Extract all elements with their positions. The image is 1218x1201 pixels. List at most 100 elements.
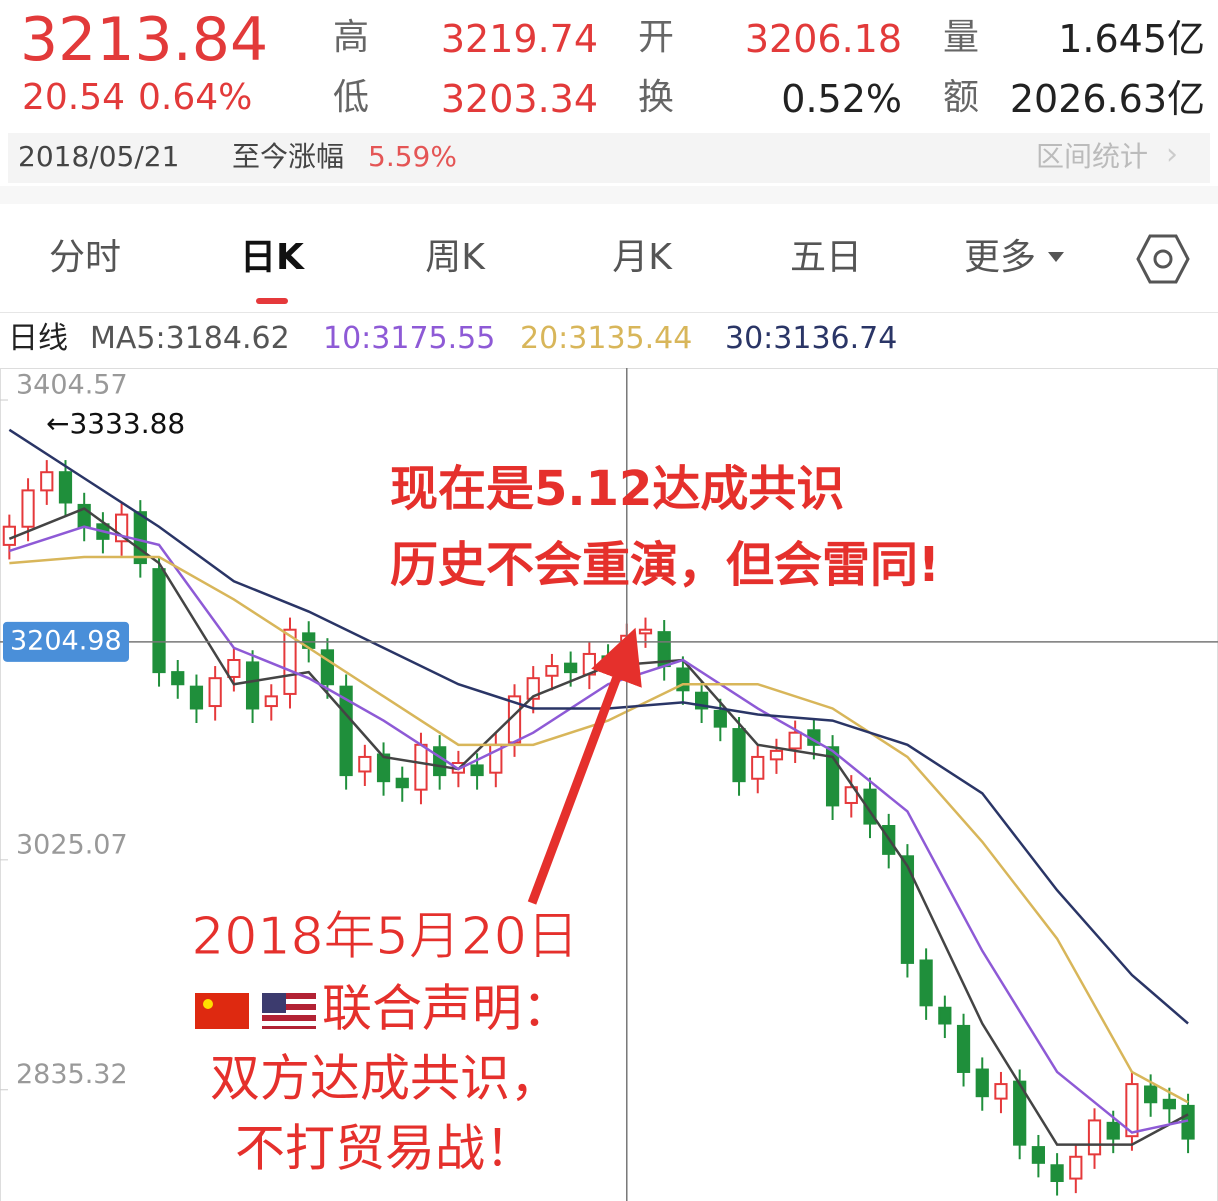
settings-icon[interactable] [1136,232,1190,286]
candle-body [283,628,297,695]
tab-indicator [256,298,288,304]
candle-body [751,755,765,780]
candle-body [227,659,241,678]
stat-label: 量 [943,17,980,58]
ma-label: 日线 [8,321,68,356]
annotation: 联合声明： [322,980,572,1038]
candle-body [994,1083,1008,1100]
change: 20.54 [22,77,126,118]
price: 3213.84 [20,5,269,75]
candle-body [1144,1085,1158,1104]
tab[interactable]: 更多 [963,237,1037,278]
ma-item: 20:3135.44 [520,321,693,356]
y-tick-label: 3404.57 [16,370,128,401]
stat-value: 0.52% [781,77,902,121]
tab[interactable]: 月K [612,237,672,278]
candle-body [545,665,559,677]
stat-label: 高 [333,17,370,58]
stat-value: 3203.34 [440,77,598,121]
candle-body [395,777,409,789]
stat-value: 3206.18 [744,17,902,61]
circle [1153,249,1173,269]
tab[interactable]: 分时 [48,237,122,278]
flag-cn [195,993,249,1029]
stat-label: 换 [638,77,675,118]
candle-body [152,568,166,674]
flag-us [262,993,316,1029]
stat-label: 额 [943,77,980,118]
stat-value: 2026.63亿 [1009,77,1205,121]
range-bar [8,133,1210,183]
ma-item: 10:3175.55 [323,321,496,356]
candle-body [564,662,578,674]
candle-body [1013,1080,1027,1146]
candle-body [208,677,222,708]
range-link[interactable]: 区间统计 [1036,140,1149,173]
candle-body [358,755,372,773]
y-tick-label: 3025.07 [16,829,128,860]
tab[interactable]: 五日 [789,237,863,278]
annotation: 历史不会重演，但会雷同! [390,537,940,593]
candle-body [1069,1155,1083,1180]
candle-body [844,786,858,804]
candle-body [526,677,540,700]
max-label: ←3333.88 [46,407,185,440]
candle-body [376,753,391,783]
candle-body [115,513,129,543]
candle-body [470,764,484,777]
stat-label: 开 [638,17,675,58]
range-label: 至今涨幅 [232,140,345,173]
stat-value: 1.645亿 [1058,17,1205,61]
candle-body [919,959,933,1007]
candle-body [938,1006,952,1025]
candle-body [900,855,915,964]
candle-body [171,671,185,686]
dropdown-caret [1048,252,1064,262]
candle-body [1125,1083,1139,1138]
crosshair-label: 3204.98 [10,625,122,656]
divider [0,312,1218,313]
candle-body [769,749,784,761]
stat-label: 低 [333,77,370,118]
y-tick-label: 2835.32 [16,1059,128,1090]
annotation: 现在是5.12达成共识 [390,461,844,517]
candle-body [320,649,335,686]
candle-body [695,691,709,710]
candle-body [732,728,746,783]
change-pct: 0.64% [138,77,253,118]
hexagon [1136,234,1190,284]
candle-body [676,667,690,692]
tab[interactable]: 日K [240,237,304,278]
candle-body [245,661,260,710]
candle-body [1031,1146,1045,1164]
range-value: 5.59% [368,140,457,173]
candle-body [788,731,802,750]
candle-body [956,1024,971,1073]
candle-body [1087,1119,1102,1156]
candle-body [1162,1098,1176,1110]
crosshair-label-bg [3,621,129,662]
candle-body [189,685,204,710]
ma-line [9,555,1189,1104]
annotation: 双方达成共识， [210,1050,560,1108]
candle-body [975,1068,989,1098]
candle-body [21,489,35,528]
annotation: 2018年5月20日 [191,907,579,967]
candle-body [58,471,73,504]
chevron[interactable]: › [1166,137,1178,172]
chart: 3404.57 3025.07 2835.32 3204.98 ←3333.88 [0,368,1218,1201]
candle-body [1106,1121,1120,1140]
tab[interactable]: 周K [425,237,485,278]
candle-body [40,471,54,492]
separator [0,186,1218,204]
ma-item: MA5:3184.62 [90,321,290,356]
annotation-layer: 现在是5.12达成共识 历史不会重演，但会雷同! 2018年5月20日 联合声明… [191,461,940,1178]
annotation: 不打贸易战！ [235,1120,535,1178]
candle-body [339,685,353,777]
candle-body [713,709,727,728]
range-date: 2018/05/21 [18,140,180,173]
arrow [527,627,642,905]
candle-body [863,788,877,825]
stat-value: 3219.74 [440,17,598,61]
